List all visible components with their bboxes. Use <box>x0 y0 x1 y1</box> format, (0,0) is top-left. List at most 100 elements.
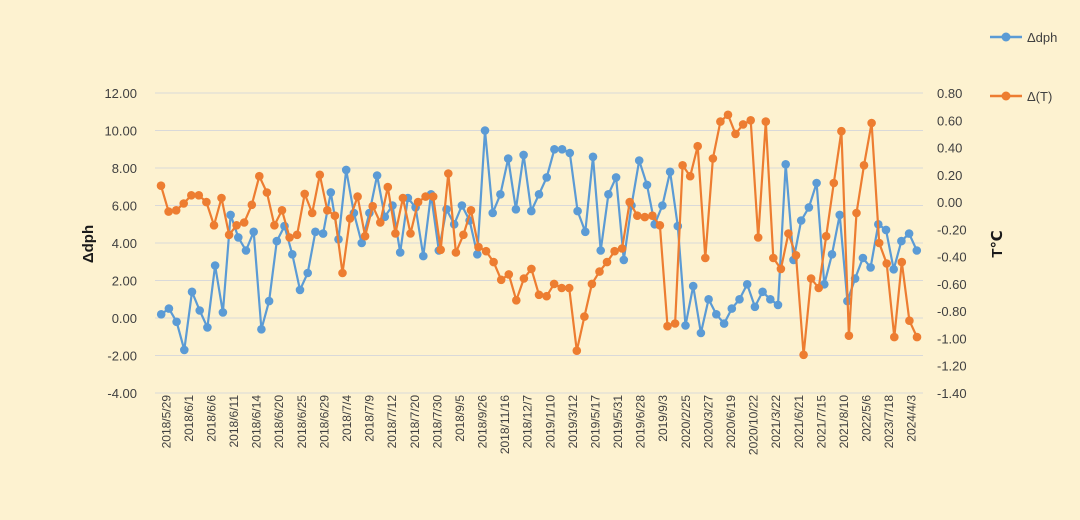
data-point <box>881 225 891 235</box>
data-point <box>512 296 521 305</box>
data-point <box>573 206 582 216</box>
right-tick-label: 0.80 <box>937 86 962 101</box>
gridlines <box>155 92 923 394</box>
data-point <box>665 167 675 177</box>
data-point <box>766 295 775 304</box>
data-point <box>315 170 325 180</box>
data-point <box>421 192 430 201</box>
data-point <box>837 126 846 136</box>
left-axis-ticks: -4.00 -2.00 0.00 2.00 4.00 6.00 8.00 10.00 12.00 <box>104 86 137 401</box>
data-point <box>164 304 174 313</box>
x-tick-label: 2018/6/14 <box>250 395 264 449</box>
data-point <box>307 208 317 218</box>
data-point <box>270 221 279 230</box>
data-point <box>572 346 582 356</box>
data-point <box>633 211 642 220</box>
data-point <box>708 154 718 163</box>
data-point <box>466 206 476 215</box>
data-point <box>406 229 415 238</box>
x-tick-label: 2019/3/12 <box>566 395 580 449</box>
data-point <box>226 210 235 220</box>
right-tick-label: -0.40 <box>937 250 967 265</box>
data-point <box>323 206 332 215</box>
right-tick-label: -1.20 <box>937 359 967 374</box>
right-tick-label: 0.40 <box>937 141 962 156</box>
data-point <box>829 178 839 188</box>
x-axis-ticks: 2018/5/29 2018/6/1 2018/6/6 2018/6/11 2018/6… <box>159 395 918 455</box>
data-point <box>791 251 801 260</box>
right-tick-label: -0.20 <box>937 222 967 237</box>
data-point <box>619 255 629 265</box>
series-line <box>159 113 918 356</box>
data-point <box>890 332 899 342</box>
x-tick-label: 2018/9/26 <box>476 395 490 449</box>
legend-marker-dot-dph <box>1001 32 1011 42</box>
data-point <box>912 246 922 255</box>
right-tick-label: -0.80 <box>937 304 967 319</box>
x-tick-label: 2021/3/22 <box>769 395 783 449</box>
data-point <box>338 268 347 278</box>
data-point <box>451 248 461 257</box>
data-point <box>496 275 506 285</box>
x-tick-label: 2018/6/1 <box>182 395 196 442</box>
data-point <box>784 229 793 238</box>
data-point <box>519 150 528 160</box>
data-point <box>882 259 891 268</box>
data-point <box>596 246 605 255</box>
data-point <box>156 181 166 190</box>
data-point <box>557 283 566 293</box>
data-point <box>474 242 483 252</box>
x-tick-label: 2019/5/17 <box>588 395 602 449</box>
left-tick-label: -2.00 <box>107 349 137 364</box>
data-point <box>712 310 721 319</box>
data-point <box>519 274 529 283</box>
data-point <box>799 350 808 360</box>
data-point <box>202 197 211 207</box>
data-point <box>655 221 665 230</box>
data-point <box>542 291 551 301</box>
data-point <box>473 250 482 259</box>
data-point <box>773 300 783 310</box>
x-tick-label: 2018/7/9 <box>363 395 377 442</box>
x-tick-label: 2018/9/5 <box>453 395 467 442</box>
data-point <box>372 171 382 180</box>
data-point <box>156 310 166 319</box>
right-tick-label: -1.40 <box>937 386 967 401</box>
data-point <box>758 287 767 297</box>
data-point <box>239 218 249 227</box>
data-point <box>300 189 310 199</box>
x-tick-label: 2018/7/12 <box>385 395 399 449</box>
left-tick-label: 10.00 <box>104 124 137 139</box>
data-point <box>617 244 627 253</box>
data-point <box>376 218 385 227</box>
data-point <box>194 191 204 200</box>
data-point <box>731 129 740 139</box>
data-point <box>723 110 733 120</box>
data-point <box>444 169 453 178</box>
data-point <box>234 233 243 242</box>
right-tick-label: 0.00 <box>937 195 962 210</box>
x-tick-label: 2018/7/30 <box>430 395 444 449</box>
data-point <box>488 208 498 218</box>
data-point <box>866 263 875 272</box>
x-tick-label: 2020/10/22 <box>747 395 761 455</box>
x-tick-label: 2018/7/4 <box>340 395 354 442</box>
data-point <box>504 270 514 279</box>
data-point <box>685 171 695 181</box>
data-point <box>678 161 687 170</box>
right-tick-label: 0.60 <box>937 113 962 128</box>
data-point <box>742 280 752 289</box>
x-tick-label: 2022/5/6 <box>860 395 874 442</box>
data-point <box>897 257 907 267</box>
data-point <box>179 199 188 208</box>
data-point <box>889 265 898 274</box>
data-point <box>489 257 498 267</box>
data-point <box>360 231 370 241</box>
data-point <box>257 325 266 334</box>
data-point <box>262 188 272 197</box>
data-point <box>912 332 922 342</box>
data-point <box>534 290 544 300</box>
data-point <box>642 180 652 190</box>
x-tick-label: 2018/6/25 <box>295 395 309 449</box>
right-tick-label: -0.60 <box>937 277 967 292</box>
